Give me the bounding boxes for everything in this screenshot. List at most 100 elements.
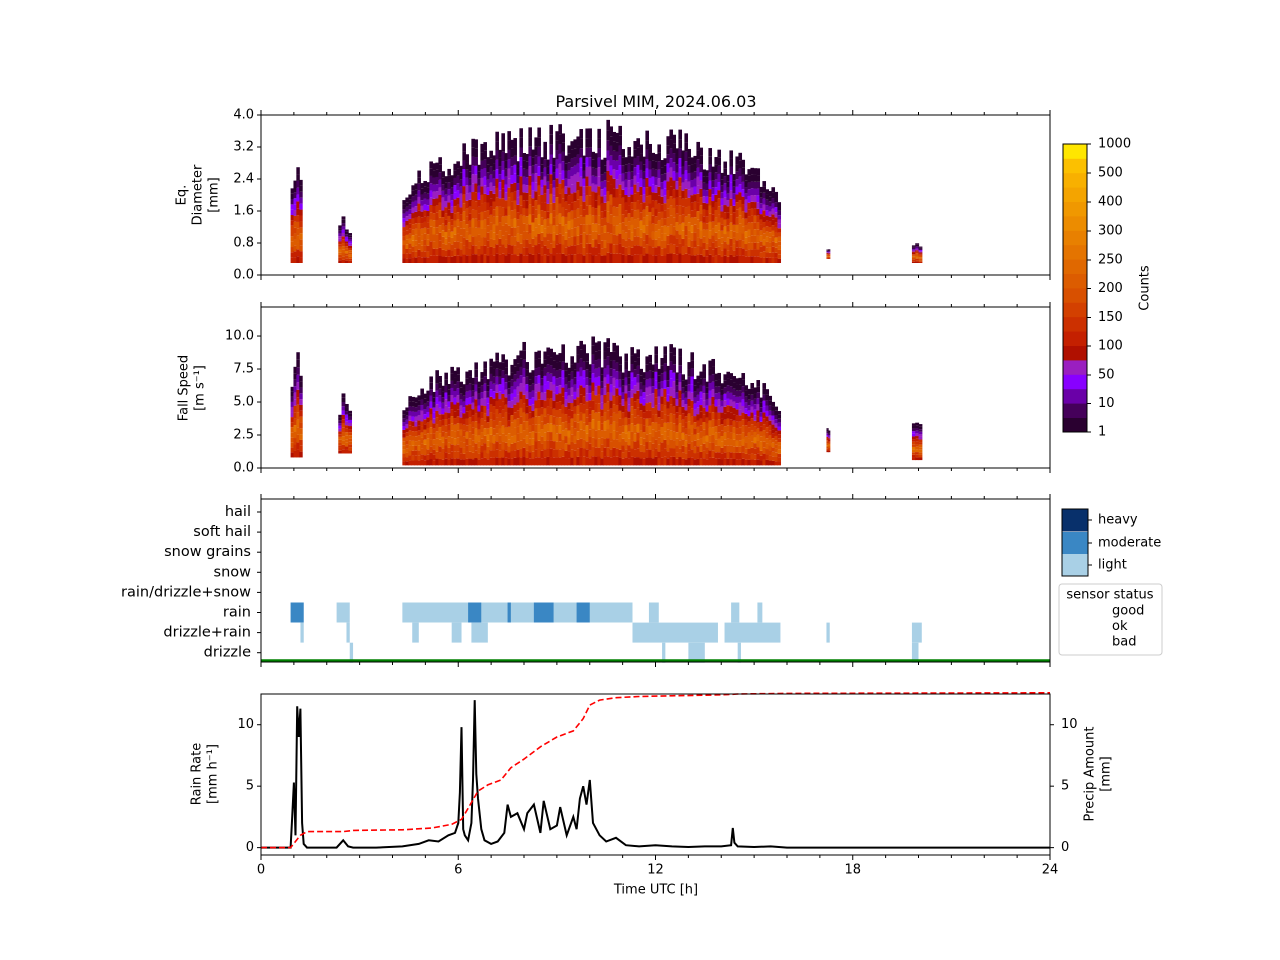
heatmap-cell-diameter (534, 209, 538, 219)
heatmap-cell-speed (768, 460, 773, 466)
heatmap-cell-diameter (753, 195, 758, 203)
y-tick-label: 3.2 (233, 140, 254, 155)
heatmap-cell-speed (597, 403, 601, 413)
heatmap-cell-diameter (729, 206, 734, 215)
heatmap-cell-speed (525, 457, 529, 466)
heatmap-cell-diameter (411, 246, 415, 252)
heatmap-cell-diameter (558, 253, 562, 263)
heatmap-cell-diameter (432, 248, 436, 256)
heatmap-cell-diameter (501, 142, 505, 152)
heatmap-cell-speed (630, 355, 634, 365)
heatmap-cell-speed (558, 401, 562, 410)
heatmap-cell-diameter (456, 190, 460, 198)
heatmap-cell-diameter (576, 226, 580, 236)
heatmap-cell-speed (696, 439, 701, 447)
heatmap-cell-speed (918, 426, 923, 430)
heatmap-cell-diameter (666, 199, 671, 209)
heatmap-cell-speed (630, 431, 634, 441)
heatmap-cell-speed (341, 406, 346, 411)
heatmap-cell-speed (642, 445, 646, 453)
heatmap-cell-speed (423, 424, 427, 430)
heatmap-cell-diameter (720, 250, 725, 257)
heatmap-cell-diameter (771, 187, 776, 193)
heatmap-cell-diameter (495, 131, 499, 142)
colorbar-segment (1063, 201, 1087, 217)
heatmap-cell-diameter (534, 245, 538, 255)
y-axis-label: [m s⁻¹] (193, 365, 208, 411)
heatmap-cell-diameter (549, 193, 553, 204)
heatmap-cell-speed (408, 396, 412, 402)
heatmap-cell-speed (501, 457, 505, 466)
heatmap-cell-diameter (465, 216, 469, 225)
heatmap-cell-diameter (609, 223, 613, 234)
heatmap-cell-diameter (777, 219, 782, 224)
heatmap-cell-speed (690, 449, 695, 458)
heatmap-cell-diameter (558, 124, 562, 135)
heatmap-cell-diameter (741, 189, 746, 197)
heatmap-cell-speed (693, 391, 698, 398)
heatmap-cell-speed (489, 389, 493, 397)
heatmap-cell-speed (741, 399, 746, 407)
heatmap-cell-speed (630, 423, 634, 432)
heatmap-cell-diameter (597, 176, 601, 187)
heatmap-cell-speed (432, 412, 436, 419)
heatmap-cell-speed (762, 400, 767, 407)
heatmap-cell-diameter (591, 199, 595, 208)
heatmap-cell-speed (414, 450, 418, 456)
heatmap-cell-diameter (669, 148, 674, 159)
y-tick-label: 2.5 (233, 428, 254, 443)
heatmap-cell-diameter (681, 174, 686, 183)
heatmap-cell-diameter (603, 247, 607, 256)
heatmap-cell-speed (501, 362, 505, 371)
heatmap-cell-speed (453, 431, 457, 439)
heatmap-cell-speed (774, 444, 779, 449)
heatmap-cell-speed (753, 415, 758, 421)
heatmap-cell-speed (341, 419, 346, 424)
heatmap-cell-diameter (672, 208, 677, 218)
heatmap-cell-speed (501, 393, 505, 402)
heatmap-cell-speed (915, 425, 920, 429)
heatmap-cell-diameter (552, 225, 556, 233)
heatmap-cell-diameter (402, 254, 406, 259)
heatmap-cell-speed (519, 366, 523, 376)
heatmap-cell-diameter (759, 192, 764, 198)
heatmap-cell-diameter (429, 190, 433, 198)
heatmap-cell-diameter (729, 222, 734, 231)
heatmap-cell-diameter (405, 234, 409, 240)
heatmap-cell-speed (507, 407, 511, 414)
heatmap-cell-speed (666, 451, 671, 459)
heatmap-cell-speed (732, 382, 737, 389)
heatmap-cell-diameter (444, 176, 448, 183)
heatmap-cell-diameter (720, 179, 725, 186)
heatmap-cell-speed (690, 416, 695, 425)
precip-type-bar (507, 602, 511, 623)
heatmap-cell-speed (579, 367, 583, 377)
heatmap-cell-speed (501, 401, 505, 410)
heatmap-cell-diameter (744, 218, 749, 226)
heatmap-cell-speed (585, 449, 589, 458)
heatmap-cell-diameter (693, 155, 698, 164)
heatmap-cell-speed (588, 378, 592, 386)
heatmap-cell-speed (600, 416, 604, 424)
heatmap-cell-speed (465, 378, 469, 385)
axes-frame-rain (260, 693, 1051, 856)
heatmap-cell-diameter (657, 152, 661, 162)
heatmap-cell-diameter (462, 237, 466, 246)
heatmap-cell-speed (338, 423, 343, 426)
heatmap-cell-speed (468, 444, 472, 452)
y-tick-label: 10.0 (225, 329, 254, 344)
heatmap-cell-diameter (720, 192, 725, 199)
heatmap-cell-speed (747, 438, 752, 444)
heatmap-cell-diameter (826, 256, 829, 257)
heatmap-cell-diameter (537, 166, 541, 176)
heatmap-cell-speed (687, 362, 692, 370)
heatmap-cell-speed (537, 448, 541, 458)
heatmap-cell-speed (666, 415, 671, 423)
heatmap-cell-speed (696, 401, 701, 408)
heatmap-cell-diameter (711, 242, 716, 250)
heatmap-cell-diameter (609, 233, 613, 244)
heatmap-cell-speed (480, 405, 484, 413)
heatmap-cell-speed (417, 415, 421, 421)
heatmap-cell-diameter (747, 236, 752, 243)
heatmap-cell-speed (723, 452, 728, 459)
